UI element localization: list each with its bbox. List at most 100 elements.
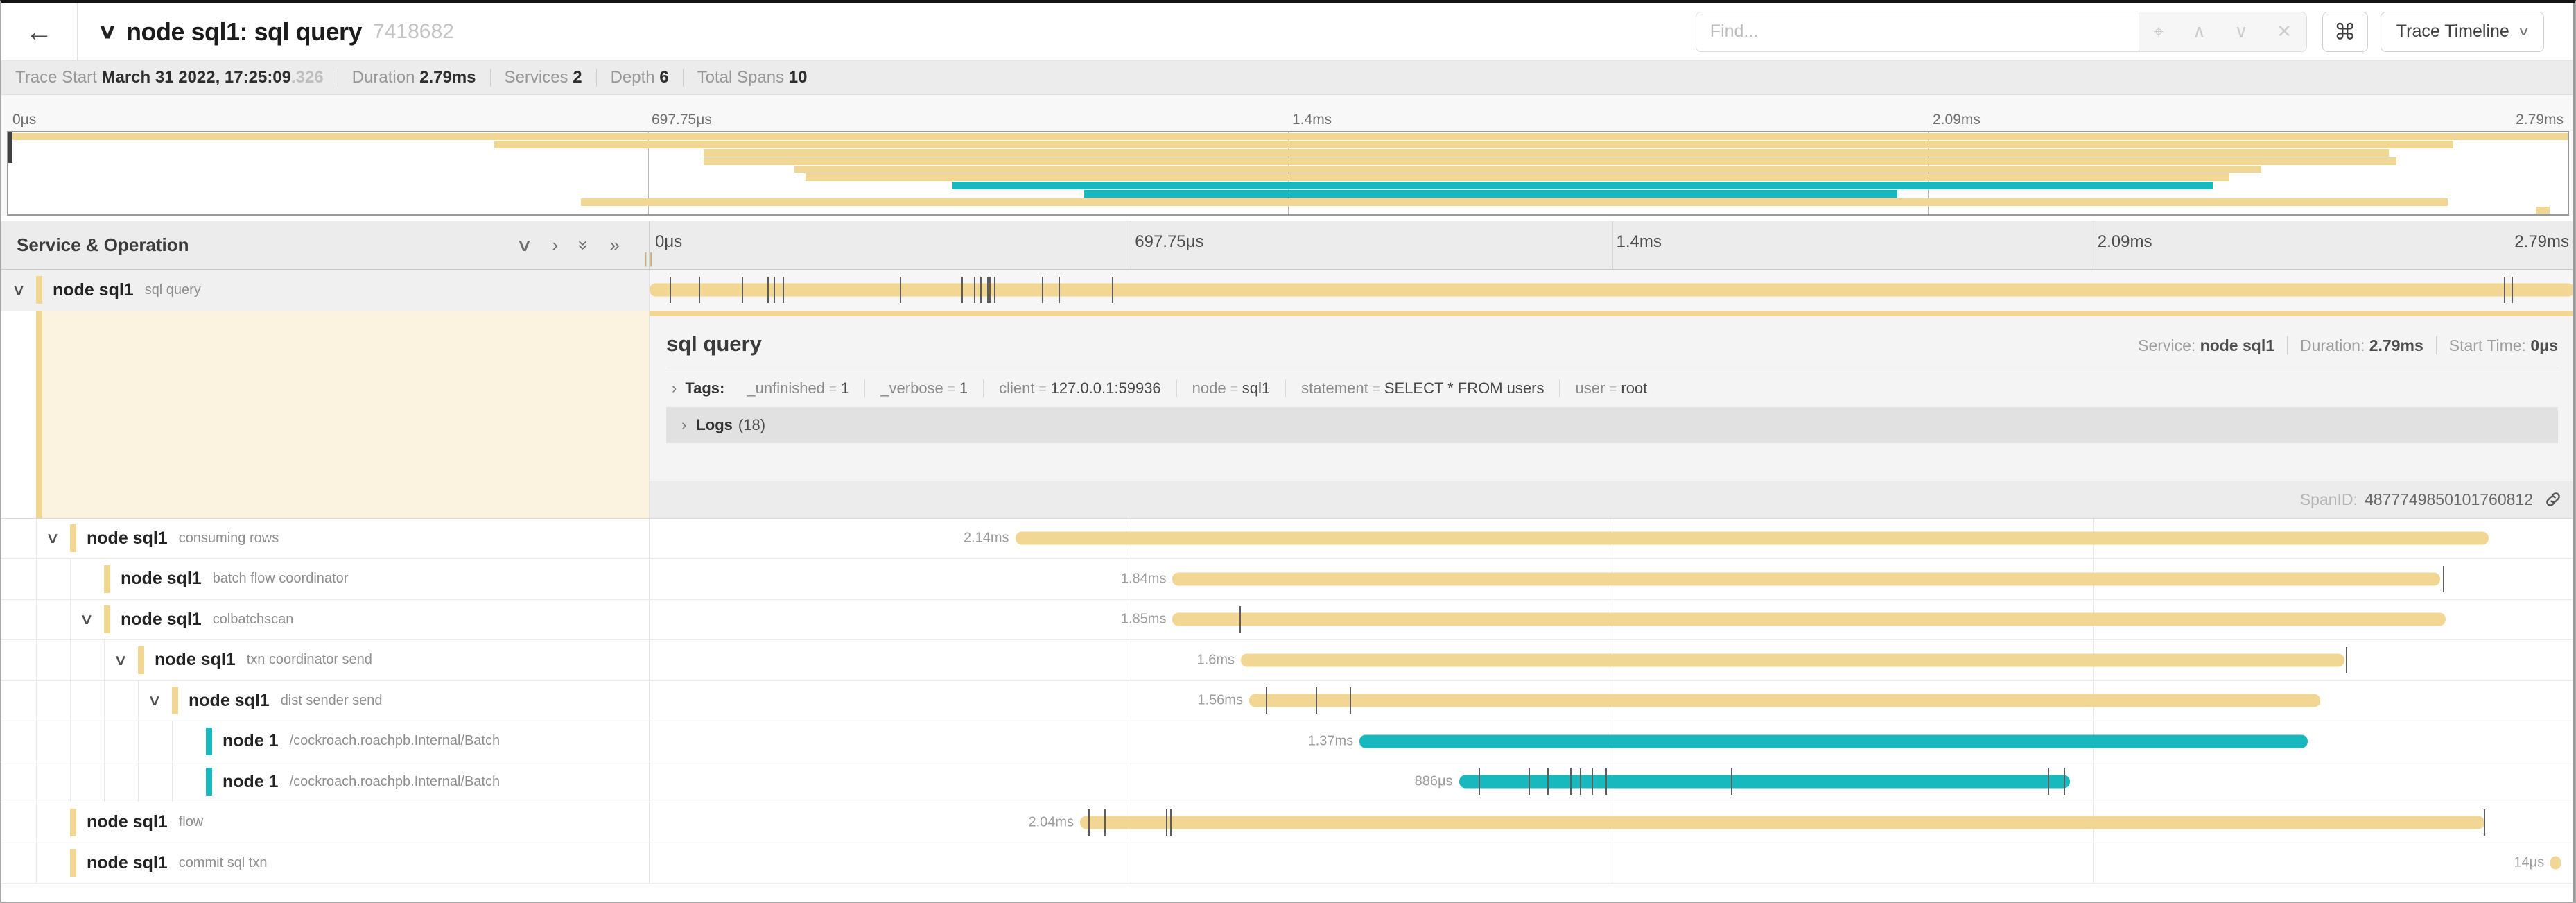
log-tick-marker [1170,809,1172,836]
minimap-span-bar [1084,190,1897,198]
span-duration-label: 1.56ms [1197,692,1243,708]
span-tree-cell[interactable]: node sql1 commit sql txn [1,843,650,883]
tag-key: client [999,379,1035,397]
minimap-span-bar [494,141,2453,149]
column-resize-grip[interactable]: || [643,250,654,267]
span-bar[interactable] [1248,694,2320,707]
chevron-down-icon[interactable]: ∨ [45,529,60,547]
tag-item[interactable]: _verbose = 1 [864,379,983,397]
tag-value: 127.0.0.1:59936 [1050,379,1161,397]
span-tree-cell[interactable]: node sql1 flow [1,802,650,843]
span-row[interactable]: node sql1 batch flow coordinator 1.84ms [1,559,2575,600]
span-bar-cell[interactable]: 1.6ms [650,640,2575,680]
minimap-span-bar [8,132,2568,141]
trace-meta-bar: Trace Start March 31 2022, 17:25:09.326 … [1,61,2575,95]
span-bar-cell[interactable]: 886μs [650,762,2575,802]
tag-value: 1 [959,379,968,397]
span-bar[interactable] [1359,734,2308,748]
span-bar[interactable] [1015,531,2489,545]
minimap-axis: 0μs 697.75μs 1.4ms 2.09ms 2.79ms [7,101,2569,131]
span-bar-cell[interactable]: 1.56ms [650,680,2575,721]
keyboard-shortcuts-button[interactable]: ⌘ [2322,11,2368,52]
tags-row[interactable]: › Tags: _unfinished = 1 _verbose = 1 client = 12… [666,368,2558,407]
span-row[interactable]: node 1/cockroach.roachpb.Internal/Batch 1… [1,721,2575,762]
tag-item[interactable]: client = 127.0.0.1:59936 [983,379,1176,397]
span-row[interactable]: node 1/cockroach.roachpb.Internal/Batch 8… [1,762,2575,802]
span-bar-cell[interactable]: 1.84ms [650,559,2575,599]
next-match-icon[interactable]: ∨ [2234,21,2248,42]
minimap-left-drag-handle[interactable] [8,132,12,163]
clear-find-icon[interactable]: ✕ [2277,21,2292,42]
logs-row[interactable]: › Logs (18) [666,406,2558,443]
span-detail-row: sql query Service: node sql1 Duration: 2… [1,310,2575,519]
span-bar[interactable] [1172,612,2446,626]
tag-item[interactable]: statement = SELECT * FROM users [1285,379,1559,397]
chevron-down-icon[interactable]: ∨ [11,281,26,299]
tag-item[interactable]: node = sql1 [1176,379,1285,397]
span-tree-cell[interactable]: ∨ node sql1 colbatchscan [1,599,650,639]
span-bar-cell[interactable]: 14μs [650,843,2575,883]
span-bar-cell[interactable] [650,270,2575,311]
expand-one-icon[interactable]: › [552,234,559,255]
span-tree-cell[interactable]: node 1/cockroach.roachpb.Internal/Batch [1,721,650,762]
operation-name: /cockroach.roachpb.Internal/Batch [289,773,501,789]
span-bar-cell[interactable]: 1.85ms [650,599,2575,639]
minimap-canvas[interactable] [7,131,2569,216]
log-tick-marker [2064,768,2066,796]
back-button[interactable]: ← [1,3,78,60]
minimap-span-row [8,165,2568,173]
timeline-header-gridline [1612,221,1613,269]
span-tree-cell[interactable]: ∨ node sql1 dist sender send [1,680,650,721]
service-name: node 1 [223,771,279,791]
span-row[interactable]: ∨ node sql1 dist sender send 1.56ms [1,680,2575,721]
timeline-right-edge-handle[interactable] [2573,3,2575,902]
span-tree-cell[interactable]: ∨ node sql1 consuming rows [1,518,650,558]
operation-name: sql query [144,282,201,298]
span-bar[interactable] [650,283,2575,297]
span-bar[interactable] [1459,775,2071,789]
span-row[interactable]: node sql1 commit sql txn 14μs [1,843,2575,884]
span-bar-cell[interactable]: 1.37ms [650,721,2575,762]
chevron-down-icon[interactable]: ∨ [113,651,128,669]
chevron-down-icon[interactable]: ∨ [147,691,162,710]
prev-match-icon[interactable]: ∧ [2192,21,2206,42]
services-value: 2 [573,68,582,87]
link-icon[interactable] [2544,490,2562,508]
span-duration-label: 1.84ms [1120,571,1167,587]
find-input[interactable] [1696,12,2139,51]
minimap-span-bar [794,165,2261,173]
span-tree-cell[interactable]: ∨ node sql1 sql query [1,270,650,311]
tag-item[interactable]: user = root [1559,379,1662,397]
minimap-span-row [8,190,2568,198]
span-tree-cell[interactable]: ∨ node sql1 txn coordinator send [1,640,650,680]
collapse-all-icon[interactable]: » [573,240,595,250]
log-tick-marker [980,277,982,304]
span-bar[interactable] [1080,816,2484,829]
span-bar[interactable] [1172,572,2440,586]
span-bar-cell[interactable]: 2.04ms [650,802,2575,843]
chevron-down-icon[interactable]: ∨ [79,610,94,628]
span-tree-cell[interactable]: node 1/cockroach.roachpb.Internal/Batch [1,762,650,802]
expand-all-icon[interactable]: » [609,234,620,255]
span-rows-rest: ∨ node sql1 consuming rows 2.14ms node sql1 b… [1,518,2575,884]
locate-icon[interactable]: ⌖ [2153,20,2164,42]
span-row[interactable]: node sql1 flow 2.04ms [1,802,2575,843]
span-row[interactable]: ∨ node sql1 txn coordinator send 1.6ms [1,640,2575,681]
view-selector-button[interactable]: Trace Timeline ∨ [2380,11,2544,52]
span-tree-cell[interactable]: node sql1 batch flow coordinator [1,559,650,599]
span-row[interactable]: ∨ node sql1 colbatchscan 1.85ms [1,599,2575,640]
span-bar-cell[interactable]: 2.14ms [650,518,2575,558]
tag-item[interactable]: _unfinished = 1 [731,379,864,397]
trace-title-zone[interactable]: ∨ node sql1: sql query 7418682 [78,17,454,46]
service-name: node 1 [223,731,279,751]
log-tick-marker [1479,768,1481,796]
chevron-right-icon: › [672,379,677,397]
collapse-one-icon[interactable]: ∨ [516,234,534,255]
span-bar[interactable] [2550,856,2561,870]
span-row[interactable]: ∨ node sql1 sql query [1,270,2575,311]
span-row[interactable]: ∨ node sql1 consuming rows 2.14ms [1,518,2575,559]
find-controls: ⌖ ∧ ∨ ✕ [2138,12,2306,51]
axis-tick-label: 1.4ms [1292,112,1332,128]
span-bar[interactable] [1241,653,2344,667]
minimap-span-bar [580,198,2448,206]
